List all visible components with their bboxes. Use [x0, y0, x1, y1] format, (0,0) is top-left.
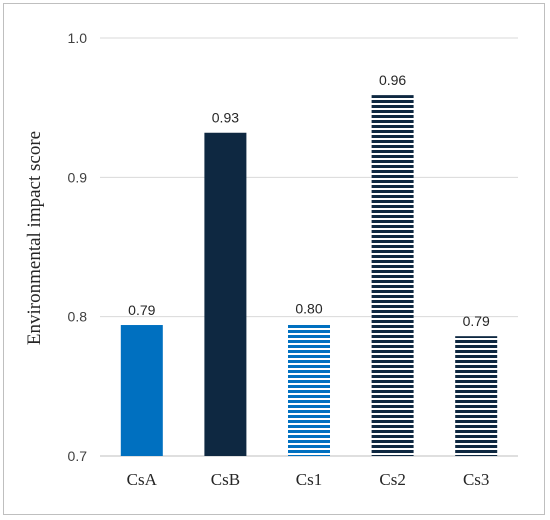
bar-cs3: [455, 336, 498, 456]
category-label: Cs1: [296, 470, 322, 489]
data-label: 0.79: [128, 302, 155, 318]
bar-cs2: [371, 95, 414, 457]
bars: [120, 95, 498, 457]
y-axis-label: Environmental impact score: [24, 131, 45, 345]
labels: 0.7 0.8 0.9 1.0 0.79 CsA 0.93 CsB 0.80 Cs1 0.96 Cs2…: [68, 30, 491, 489]
category-label: CsB: [211, 470, 240, 489]
data-label: 0.79: [463, 313, 490, 329]
bar-csa: [120, 325, 163, 456]
y-tick-label: 0.9: [68, 169, 88, 185]
category-label: CsA: [127, 470, 158, 489]
y-tick-label: 0.7: [68, 448, 88, 464]
y-tick-label: 1.0: [68, 30, 88, 46]
data-label: 0.80: [295, 301, 322, 317]
category-label: Cs2: [379, 470, 405, 489]
data-label: 0.96: [379, 72, 406, 88]
category-label: Cs3: [463, 470, 489, 489]
chart-frame: [3, 3, 545, 515]
bar-cs1: [288, 323, 330, 456]
bar-csb: [204, 132, 247, 456]
data-label: 0.93: [212, 110, 239, 126]
y-tick-label: 0.8: [68, 309, 88, 325]
